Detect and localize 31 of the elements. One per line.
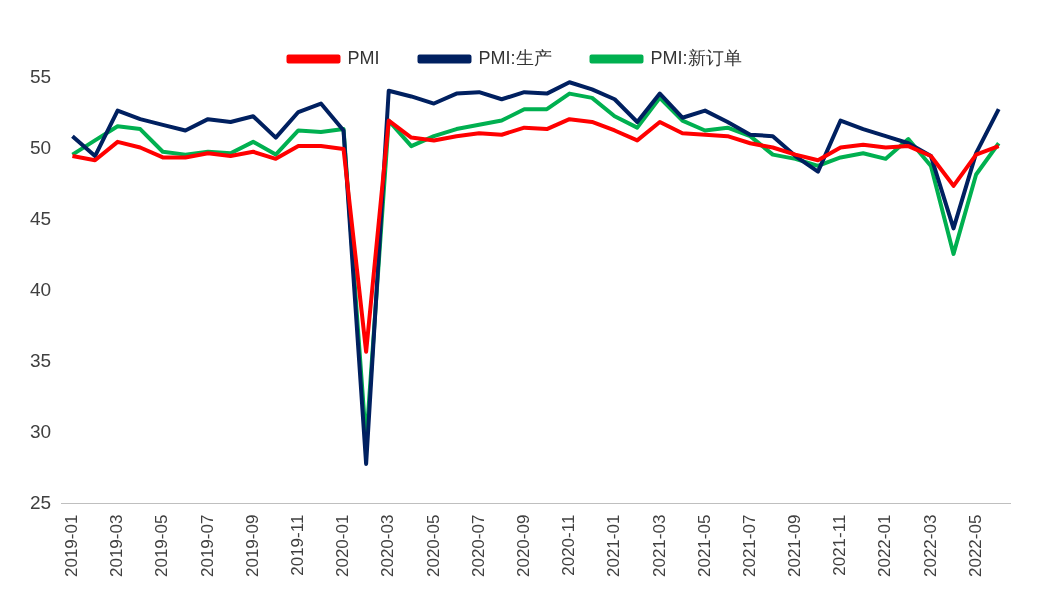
- y-tick-label: 30: [29, 420, 52, 442]
- y-tick-label: 40: [29, 279, 52, 301]
- y-tick-label: 25: [29, 491, 52, 513]
- y-tick-label: 45: [29, 208, 52, 230]
- x-tick-label: 2019-07: [197, 514, 217, 577]
- x-tick-label: 2020-11: [559, 514, 579, 576]
- x-tick-label: 2020-09: [513, 514, 533, 577]
- x-tick-label: 2019-11: [288, 514, 308, 576]
- legend-label: PMI: [347, 47, 380, 68]
- y-tick-label: 35: [29, 349, 52, 371]
- x-tick-label: 2022-01: [875, 514, 895, 577]
- x-tick-label: 2020-05: [423, 514, 443, 577]
- x-tick-label: 2021-07: [739, 514, 759, 577]
- x-tick-label: 2021-03: [649, 514, 669, 577]
- x-tick-label: 2021-09: [785, 514, 805, 577]
- x-tick-label: 2019-01: [62, 514, 82, 577]
- x-tick-label: 2022-05: [965, 514, 985, 577]
- x-tick-label: 2019-05: [152, 514, 172, 577]
- legend-label: PMI:新订单: [650, 47, 742, 68]
- x-tick-label: 2020-07: [468, 514, 488, 577]
- x-tick-label: 2021-05: [694, 514, 714, 577]
- x-tick-label: 2022-03: [920, 514, 940, 577]
- x-tick-label: 2019-03: [107, 514, 127, 577]
- x-tick-label: 2019-09: [242, 514, 262, 577]
- x-tick-label: 2021-11: [830, 514, 850, 576]
- x-tick-label: 2020-01: [333, 514, 353, 577]
- y-tick-label: 50: [29, 137, 52, 159]
- x-tick-label: 2020-03: [378, 514, 398, 577]
- x-tick-label: 2021-01: [604, 514, 624, 577]
- legend-label: PMI:生产: [478, 47, 552, 68]
- y-tick-label: 55: [29, 66, 52, 88]
